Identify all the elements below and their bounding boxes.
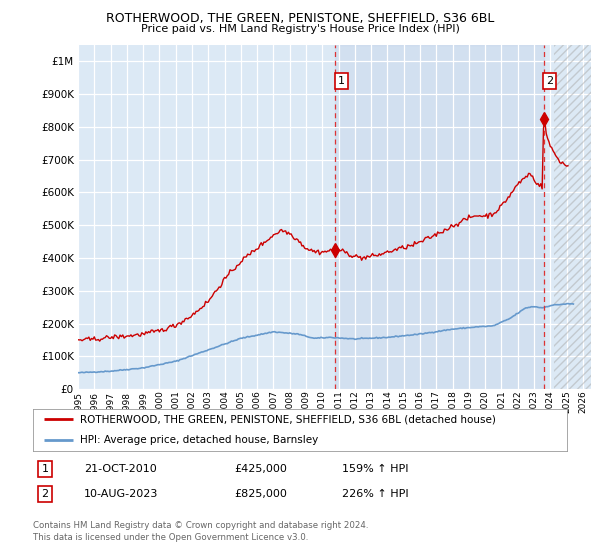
Text: £825,000: £825,000 (234, 489, 287, 499)
Text: 226% ↑ HPI: 226% ↑ HPI (342, 489, 409, 499)
Text: 1: 1 (41, 464, 49, 474)
Text: HPI: Average price, detached house, Barnsley: HPI: Average price, detached house, Barn… (80, 435, 318, 445)
Text: 1: 1 (338, 76, 345, 86)
Text: 10-AUG-2023: 10-AUG-2023 (84, 489, 158, 499)
Text: 21-OCT-2010: 21-OCT-2010 (84, 464, 157, 474)
Text: This data is licensed under the Open Government Licence v3.0.: This data is licensed under the Open Gov… (33, 533, 308, 542)
Text: Contains HM Land Registry data © Crown copyright and database right 2024.: Contains HM Land Registry data © Crown c… (33, 521, 368, 530)
Text: 2: 2 (41, 489, 49, 499)
Bar (554, 45, 591, 389)
Text: Price paid vs. HM Land Registry's House Price Index (HPI): Price paid vs. HM Land Registry's House … (140, 24, 460, 34)
Text: ROTHERWOOD, THE GREEN, PENISTONE, SHEFFIELD, S36 6BL: ROTHERWOOD, THE GREEN, PENISTONE, SHEFFI… (106, 12, 494, 25)
Text: £425,000: £425,000 (234, 464, 287, 474)
Bar (335, 45, 544, 389)
Text: 2: 2 (546, 76, 553, 86)
Text: 159% ↑ HPI: 159% ↑ HPI (342, 464, 409, 474)
Text: ROTHERWOOD, THE GREEN, PENISTONE, SHEFFIELD, S36 6BL (detached house): ROTHERWOOD, THE GREEN, PENISTONE, SHEFFI… (80, 414, 496, 424)
Bar (554, 45, 591, 389)
